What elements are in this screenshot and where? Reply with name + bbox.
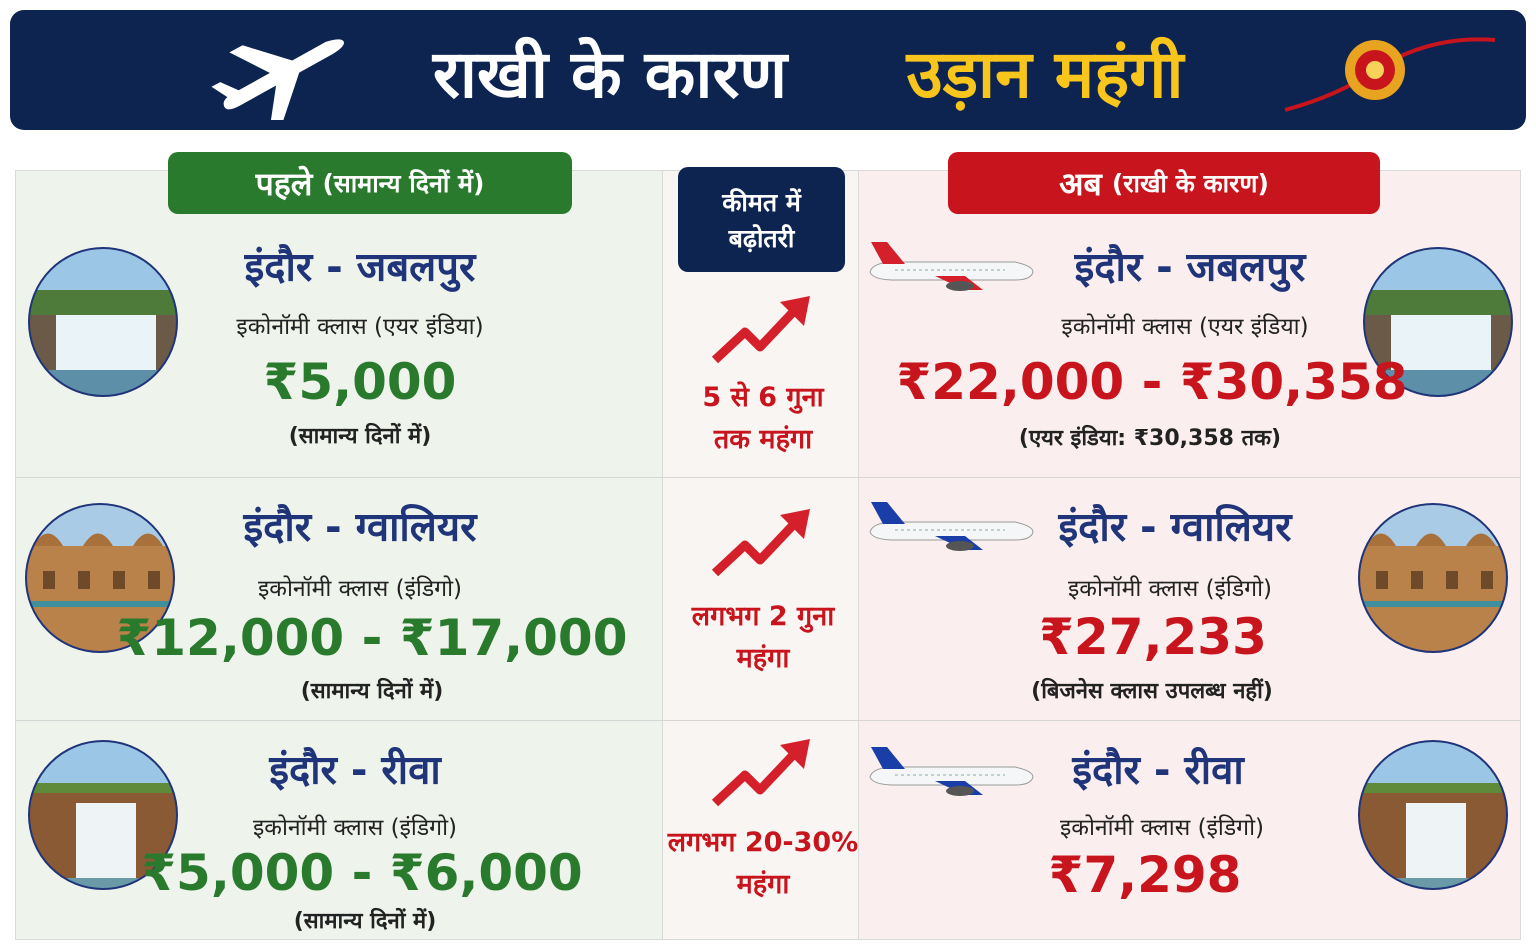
fare-class: इकोनॉमी क्लास (इंडिगो) [257, 576, 463, 602]
row-separator [15, 720, 1521, 721]
rakhi-icon [1284, 37, 1496, 112]
after-subtitle: (राखी के कारण) [1111, 169, 1269, 198]
row-separator [15, 477, 1521, 478]
increase-label: महंगा [736, 643, 790, 674]
destination-image [28, 247, 178, 397]
airline-plane [869, 502, 1034, 551]
note: (बिजनेस क्लास उपलब्ध नहीं) [1031, 679, 1273, 704]
before-subtitle: (सामान्य दिनों में) [322, 169, 485, 198]
before-heading: पहले (सामान्य दिनों में) [168, 152, 572, 214]
price-after: ₹27,233 [1039, 608, 1267, 666]
note: (सामान्य दिनों में) [300, 679, 444, 704]
destination-image [1358, 503, 1508, 653]
after-heading: अब (राखी के कारण) [948, 152, 1380, 214]
fare-class: इकोनॉमी क्लास (एयर इंडिया) [236, 314, 484, 340]
plane-icon [211, 39, 344, 120]
route: इंदौर - जबलपुर [1074, 244, 1306, 291]
before-title: पहले [255, 164, 313, 203]
price-before: ₹5,000 - ₹6,000 [141, 844, 583, 902]
route: इंदौर - रीवा [1072, 747, 1244, 794]
price-after: ₹7,298 [1048, 846, 1242, 904]
airline-plane [869, 747, 1034, 796]
price-after: ₹22,000 - ₹30,358 [896, 353, 1408, 411]
fare-class: इकोनॉमी क्लास (इंडिगो) [252, 815, 458, 841]
fare-class: इकोनॉमी क्लास (इंडिगो) [1059, 815, 1265, 841]
destination-image [28, 740, 178, 890]
increase-label: 5 से 6 गुना [702, 382, 824, 413]
route: इंदौर - रीवा [269, 747, 441, 794]
increase-title-line: बढ़ोतरी [728, 223, 795, 253]
increase-label: लगभग 2 गुना [691, 601, 835, 632]
note: (सामान्य दिनों में) [288, 424, 432, 449]
destination-image [1363, 247, 1513, 397]
increase-heading: कीमत में बढ़ोतरी [678, 167, 845, 272]
route: इंदौर - ग्वालियर [1058, 504, 1292, 551]
header-bar [10, 10, 1526, 130]
title-main: राखी के कारण [432, 36, 788, 113]
destination-image [25, 503, 175, 653]
increase-label: लगभग 20-30% [667, 827, 859, 858]
trend-arrow [711, 296, 810, 364]
price-before: ₹5,000 [263, 353, 457, 411]
increase-label: तक महंगा [713, 424, 813, 455]
airline-plane [869, 242, 1034, 291]
destination-image [1358, 740, 1508, 890]
note: (सामान्य दिनों में) [293, 909, 437, 934]
fare-class: इकोनॉमी क्लास (इंडिगो) [1067, 576, 1273, 602]
trend-arrow [711, 739, 810, 807]
after-title: अब [1059, 164, 1102, 203]
price-before: ₹12,000 - ₹17,000 [116, 609, 628, 667]
route: इंदौर - ग्वालियर [243, 504, 477, 551]
increase-label: महंगा [736, 869, 790, 900]
route: इंदौर - जबलपुर [244, 244, 476, 291]
note: (एयर इंडिया: ₹30,358 तक) [1018, 426, 1282, 451]
fare-class: इकोनॉमी क्लास (एयर इंडिया) [1061, 314, 1309, 340]
increase-title-line: कीमत में [722, 187, 801, 217]
title-highlight: उड़ान महंगी [906, 36, 1184, 113]
trend-arrow [711, 509, 810, 577]
